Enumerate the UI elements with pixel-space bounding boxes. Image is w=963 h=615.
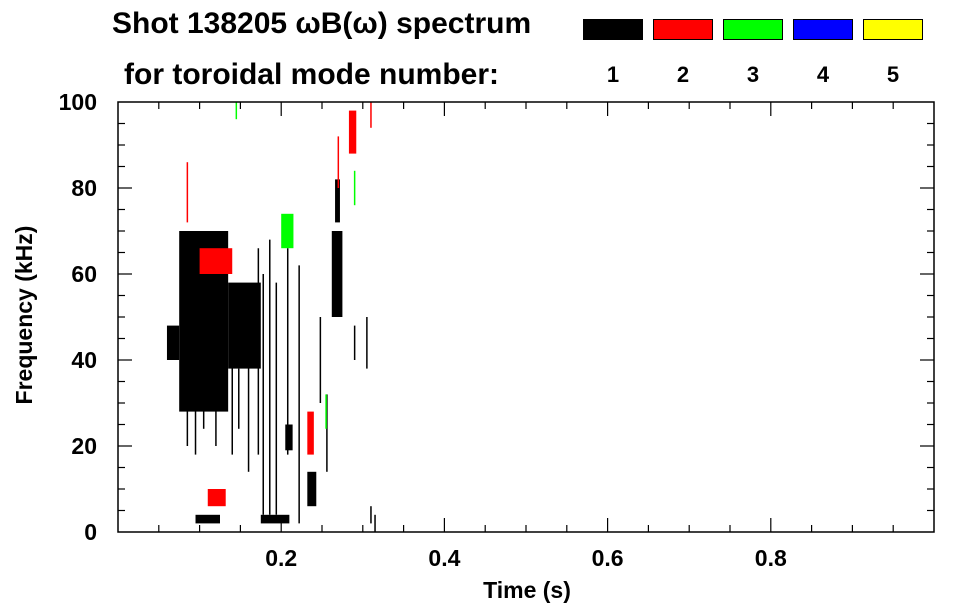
- x-tick-label-0: 0.2: [265, 545, 297, 571]
- legend-swatch-mode-4: [793, 19, 853, 40]
- legend-swatch-mode-5: [863, 19, 923, 40]
- spectrum-region-9: [199, 248, 233, 274]
- spectrum-region-7: [260, 514, 290, 524]
- y-tick-label-0: 0: [84, 519, 97, 545]
- chart-title-line2: for toroidal mode number:: [124, 58, 499, 91]
- spectrum-region-10: [307, 411, 314, 455]
- x-tick-label-3: 0.8: [755, 545, 787, 571]
- spectrum-region-8: [195, 514, 220, 524]
- y-tick-label-1: 20: [71, 433, 97, 459]
- spectrum-region-2: [166, 325, 180, 360]
- y-tick-label-3: 60: [71, 261, 97, 287]
- legend-label-mode-5: 5: [886, 62, 900, 87]
- legend-label-mode-4: 4: [816, 62, 830, 87]
- spectrum-region-1: [228, 282, 261, 369]
- spectrum-region-4: [335, 179, 340, 223]
- y-tick-label-5: 100: [59, 89, 97, 115]
- legend-label-mode-1: 1: [606, 62, 620, 87]
- chart-title-line1: Shot 138205 ωB(ω) spectrum: [112, 7, 532, 40]
- legend-label-mode-3: 3: [746, 62, 760, 87]
- legend-swatch-mode-2: [653, 19, 713, 40]
- axis-ticks: [118, 102, 934, 532]
- legend-swatch-mode-3: [723, 19, 783, 40]
- y-tick-label-2: 40: [71, 347, 97, 373]
- legend-label-mode-2: 2: [676, 62, 690, 87]
- spectrum-region-5: [307, 471, 317, 507]
- x-tick-label-2: 0.6: [592, 545, 624, 571]
- spectrum-region-11: [348, 110, 357, 154]
- spectrum-region-12: [207, 489, 226, 507]
- x-tick-label-1: 0.4: [428, 545, 460, 571]
- x-axis-label: Time (s): [483, 577, 571, 603]
- y-tick-label-4: 80: [71, 175, 97, 201]
- spectrum-region-3: [331, 231, 343, 317]
- spectrum-marks: [166, 102, 376, 532]
- spectrum-region-6: [285, 424, 293, 451]
- legend-swatch-mode-1: [583, 19, 643, 40]
- axis-tick-labels: 0.2 0.4 0.6 0.8 0 20 40 60 80 100: [59, 89, 787, 571]
- spectrum-region-13: [281, 213, 294, 249]
- y-axis-label: Frequency (kHz): [11, 226, 37, 405]
